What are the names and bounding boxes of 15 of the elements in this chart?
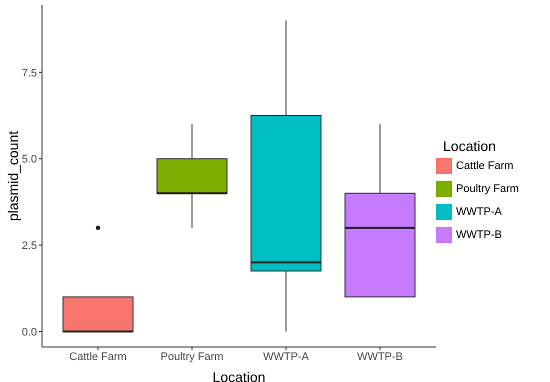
y-axis-title: plasmid_count — [5, 130, 21, 222]
legend-label: Poultry Farm — [456, 183, 519, 195]
y-tick-label: 7.5 — [22, 67, 37, 80]
y-tick-label: 2.5 — [22, 240, 37, 252]
y-tick-label: 5.0 — [22, 154, 37, 166]
legend-label: WWTP-B — [456, 229, 502, 241]
x-tick-label: WWTP-A — [263, 350, 310, 363]
legend-label: Cattle Farm — [456, 160, 514, 172]
x-tick-label: WWTP-B — [357, 350, 403, 363]
legend-label: WWTP-A — [456, 206, 502, 218]
x-tick-label: Cattle Farm — [69, 350, 127, 363]
y-tick-label: 0.0 — [22, 326, 37, 338]
legend-title: Location — [443, 138, 496, 154]
x-tick-label: Poultry Farm — [160, 350, 224, 363]
x-axis-title: Location — [212, 369, 266, 382]
